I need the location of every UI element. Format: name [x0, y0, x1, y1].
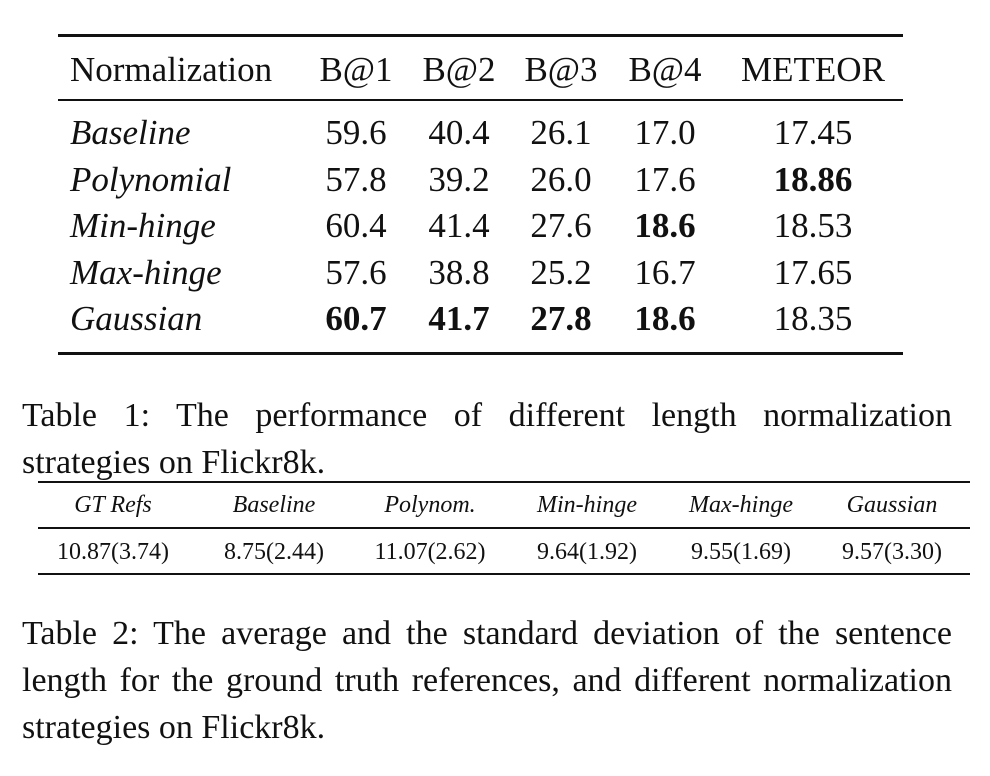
table1-cell: 57.8: [325, 160, 387, 199]
table2-cell: 9.57(3.30): [842, 539, 942, 565]
table2-cell: 8.75(2.44): [224, 539, 324, 565]
table2-header-gaussian: Gaussian: [846, 492, 938, 518]
table1-cell: 26.0: [530, 160, 592, 199]
table1-cell: 17.0: [634, 113, 696, 152]
table2-header-rule: [38, 527, 970, 529]
table1-header-b2: B@2: [422, 50, 496, 89]
table1-cell: 57.6: [325, 253, 387, 292]
table1-cell: 17.6: [634, 160, 696, 199]
table1-header-rule: [58, 99, 903, 101]
table2-cell: 9.64(1.92): [537, 539, 637, 565]
table1-cell: 27.6: [530, 206, 592, 245]
table1-header-normalization: Normalization: [70, 50, 273, 89]
table1-cell: 17.65: [773, 253, 853, 292]
table1-cell-best: 60.7: [325, 299, 387, 338]
table2-header-baseline: Baseline: [232, 492, 316, 518]
table2-cell: 9.55(1.69): [691, 539, 791, 565]
table1-cell-best: 18.86: [773, 160, 853, 199]
table1-header-b4: B@4: [628, 50, 702, 89]
table1-cell-best: 41.7: [428, 299, 490, 338]
table1-cell: 17.45: [773, 113, 853, 152]
table1-header-b1: B@1: [319, 50, 393, 89]
table1-cell: 41.4: [428, 206, 490, 245]
table1-top-rule: [58, 34, 903, 37]
table1-row-label: Polynomial: [70, 160, 232, 199]
table1-header-b3: B@3: [524, 50, 598, 89]
table1-row-label: Min-hinge: [70, 206, 216, 245]
table2-header-polynom: Polynom.: [384, 492, 476, 518]
table1-cell: 60.4: [325, 206, 387, 245]
table1-cell: 18.53: [773, 206, 853, 245]
table1-header-meteor: METEOR: [741, 50, 885, 89]
table1-caption: Table 1: The performance of different le…: [22, 397, 952, 481]
table1-cell-best: 27.8: [530, 299, 592, 338]
table1-cell: 26.1: [530, 113, 592, 152]
table1-cell: 39.2: [428, 160, 490, 199]
table1-bottom-rule: [58, 352, 903, 355]
table1-cell: 38.8: [428, 253, 490, 292]
table1-row-label: Max-hinge: [70, 253, 222, 292]
table1-cell: 40.4: [428, 113, 490, 152]
table1-cell: 18.35: [773, 299, 853, 338]
table2-header-max-hinge: Max-hinge: [689, 492, 793, 518]
table2-cell: 11.07(2.62): [374, 539, 486, 565]
table2-header-min-hinge: Min-hinge: [537, 492, 637, 518]
table1-row-label: Baseline: [70, 113, 191, 152]
table1-cell: 59.6: [325, 113, 387, 152]
table2-cell: 10.87(3.74): [57, 539, 169, 565]
table1-cell: 16.7: [634, 253, 696, 292]
table1-cell-best: 18.6: [634, 206, 696, 245]
table2-caption: Table 2: The average and the standard de…: [22, 615, 952, 746]
table1-cell: 25.2: [530, 253, 592, 292]
table2-bottom-rule: [38, 573, 970, 575]
table1-cell-best: 18.6: [634, 299, 696, 338]
table2-header-gt-refs: GT Refs: [74, 492, 152, 518]
table1-row-label: Gaussian: [70, 299, 203, 338]
table2-top-rule: [38, 481, 970, 483]
